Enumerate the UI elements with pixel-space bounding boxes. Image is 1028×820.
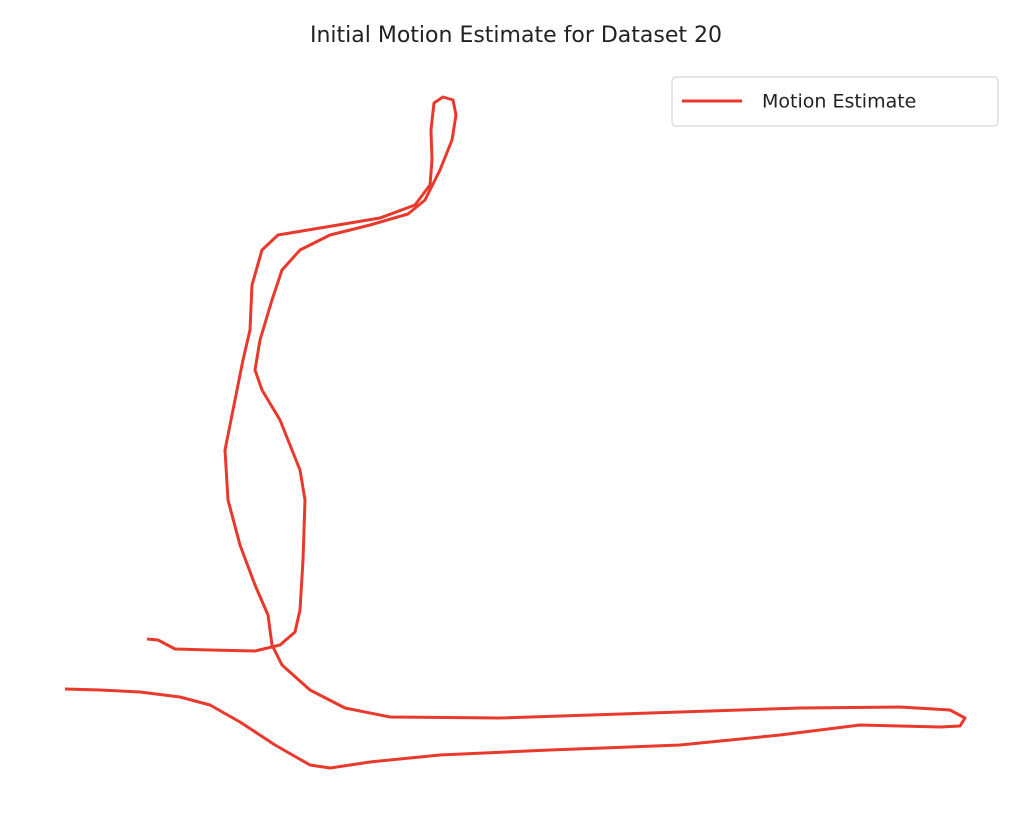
legend-label: Motion Estimate xyxy=(762,91,916,113)
chart-title: Initial Motion Estimate for Dataset 20 xyxy=(310,23,722,48)
legend-box xyxy=(671,76,999,127)
trajectory-line xyxy=(64,95,967,770)
